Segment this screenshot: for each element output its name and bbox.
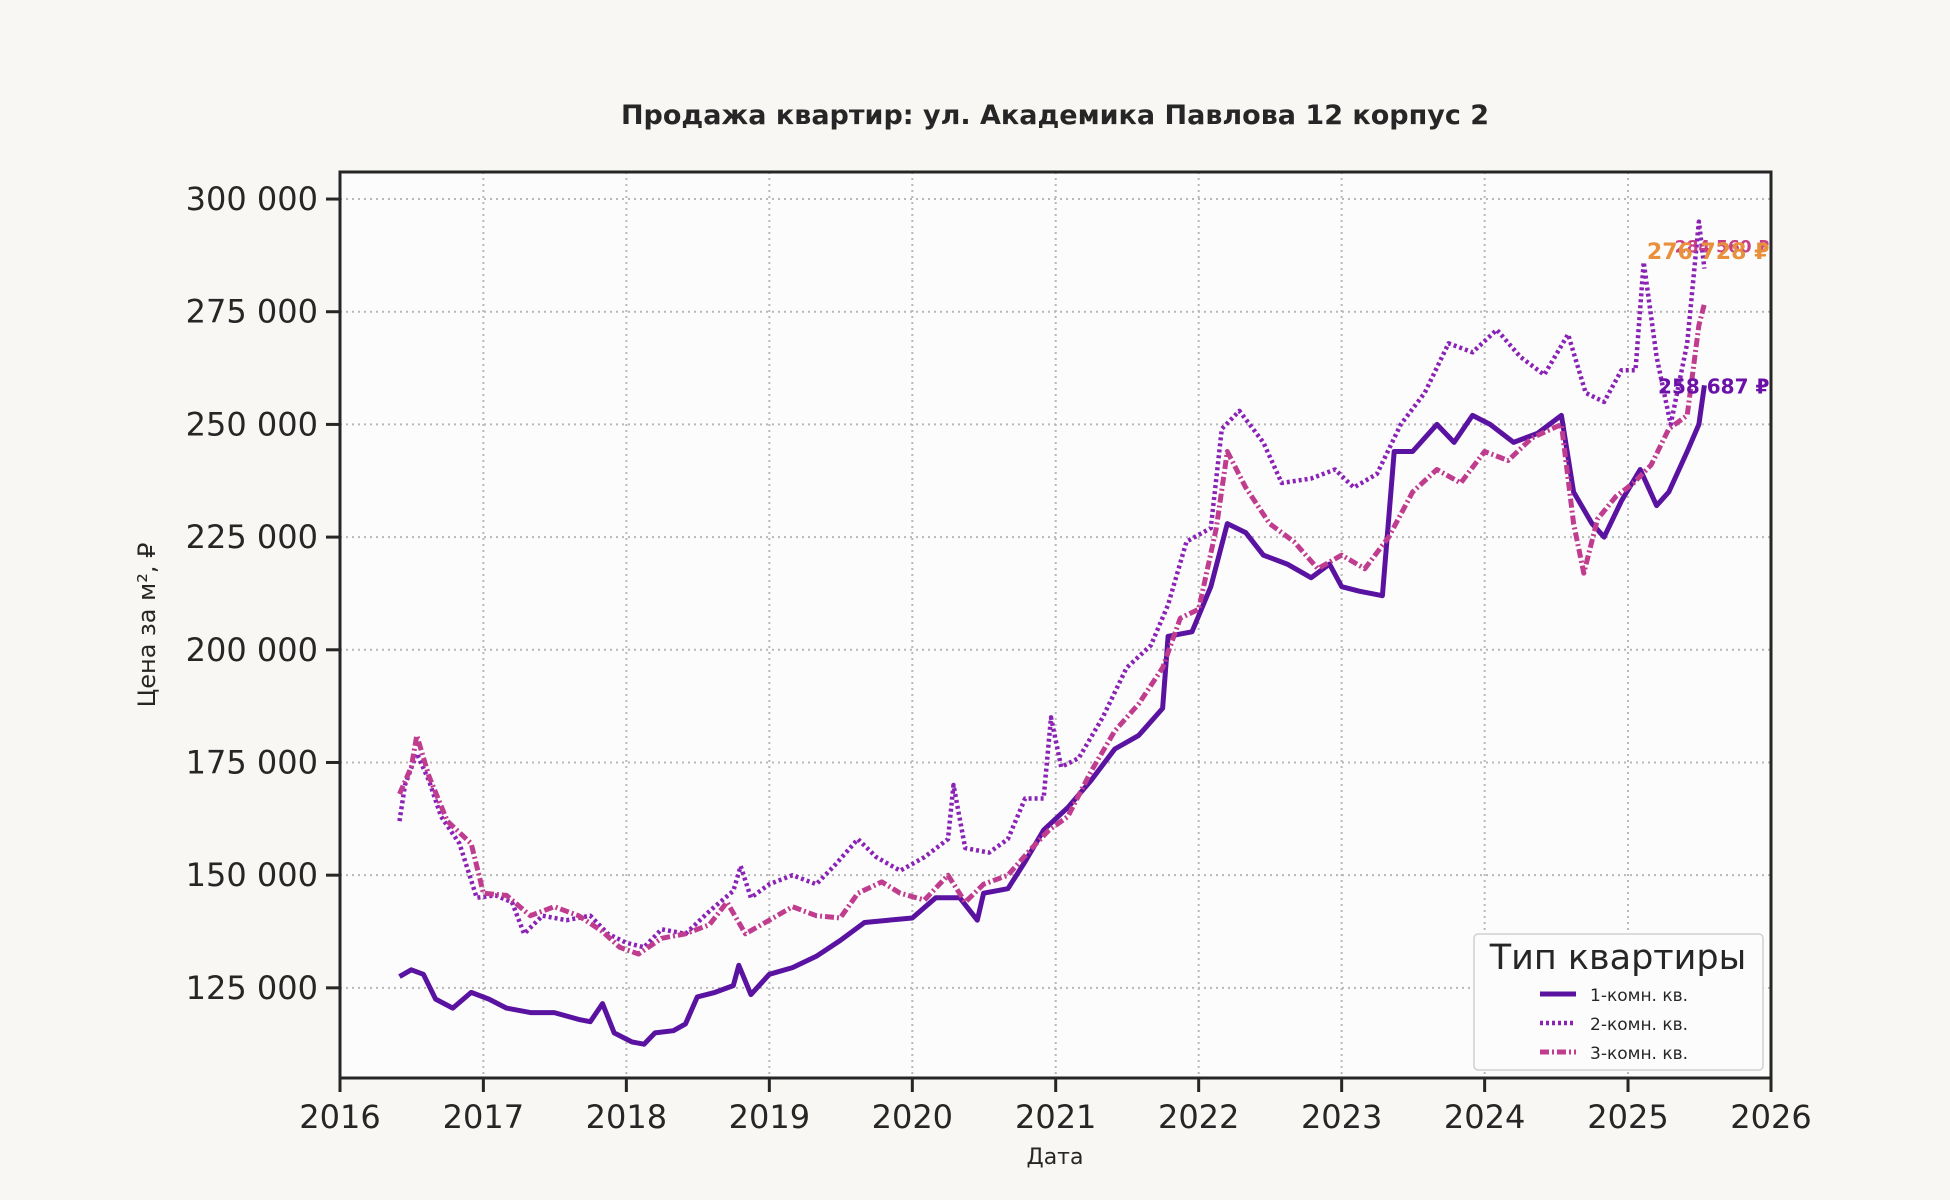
x-tick-label: 2024 <box>1444 1098 1525 1136</box>
series-group <box>397 219 1707 1047</box>
y-tick-label: 300 000 <box>186 180 318 218</box>
end-label-2: 284 560 ₽ <box>1675 238 1770 258</box>
x-tick-label: 2025 <box>1587 1098 1668 1136</box>
legend-title: Тип квартиры <box>1489 938 1747 978</box>
y-tick-label: 150 000 <box>186 856 318 894</box>
legend: Тип квартиры 1-комн. кв. 2-комн. кв. 3-к… <box>1473 933 1764 1071</box>
legend-label-2: 2-комн. кв. <box>1590 1015 1688 1035</box>
legend-label-1: 1-комн. кв. <box>1590 986 1688 1006</box>
x-tick-label: 2017 <box>443 1098 524 1136</box>
x-tick-label: 2021 <box>1015 1098 1096 1136</box>
x-tick-label: 2022 <box>1158 1098 1239 1136</box>
y-tick-label: 175 000 <box>186 743 318 781</box>
x-tick-label: 2018 <box>586 1098 667 1136</box>
y-tick-label: 275 000 <box>186 293 318 331</box>
x-tick-label: 2019 <box>729 1098 810 1136</box>
chart-title: Продажа квартир: ул. Академика Павлова 1… <box>621 100 1489 131</box>
legend-label-3: 3-комн. кв. <box>1590 1044 1688 1064</box>
legend-box <box>1473 933 1764 1071</box>
end-label-1: 258 687 ₽ <box>1658 374 1769 398</box>
series-line-2 <box>397 219 1707 950</box>
y-tick-label: 225 000 <box>186 518 318 556</box>
y-tick-label: 200 000 <box>186 631 318 669</box>
x-tick-label: 2016 <box>299 1098 380 1136</box>
y-tick-label: 125 000 <box>186 969 318 1007</box>
series-line-3 <box>397 303 1707 957</box>
y-axis-label: Цена за м², ₽ <box>133 543 161 708</box>
y-tick-label: 250 000 <box>186 405 318 443</box>
axis-ticks: 2016 2017 2018 2019 2020 2021 2022 2023 2024 2025… <box>186 180 1812 1136</box>
end-labels: 258 687 ₽ 284 560 ₽276 728 ₽ <box>1647 238 1770 399</box>
x-tick-label: 2023 <box>1301 1098 1382 1136</box>
x-axis-label: Дата <box>1027 1145 1084 1170</box>
end-label-3: 276 728 ₽ <box>1647 240 1769 265</box>
x-tick-label: 2020 <box>872 1098 953 1136</box>
grid-lines <box>340 172 1771 1078</box>
x-tick-label: 2026 <box>1730 1098 1811 1136</box>
